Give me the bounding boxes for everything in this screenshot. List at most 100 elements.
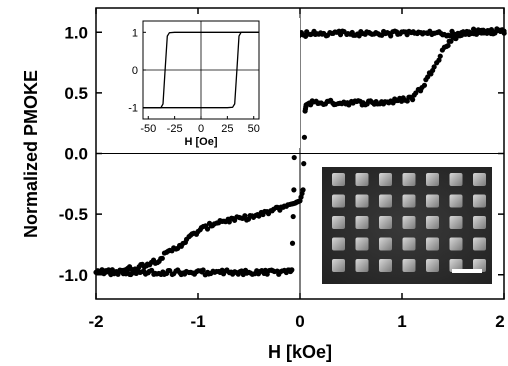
data-point-ascending: [410, 97, 416, 103]
data-point-ascending: [159, 255, 165, 261]
sem-dot: [426, 173, 439, 186]
sem-dot: [332, 173, 345, 186]
data-point-ascending: [301, 134, 308, 140]
sem-dot: [449, 237, 463, 251]
sem-dot: [355, 237, 369, 251]
data-point-descending: [127, 271, 133, 277]
y-tick-label: -1.0: [59, 266, 88, 285]
inset-y-tick-label: 0: [132, 65, 138, 77]
data-point-ascending: [204, 226, 211, 232]
sem-dot: [332, 237, 345, 251]
sem-dot: [449, 173, 463, 186]
sem-dot: [426, 237, 439, 251]
x-axis-title: H [kOe]: [268, 342, 332, 362]
x-tick-label: -2: [88, 312, 103, 331]
y-tick-label: 0.0: [64, 145, 88, 164]
data-point-ascending: [448, 38, 454, 44]
sem-dot: [355, 216, 369, 229]
sem-dot: [355, 194, 369, 208]
data-point-ascending: [404, 98, 410, 104]
main-tick-labels: -2 -1 0 1 2 1.0 0.5 0.0 -0.5 -1.0: [59, 23, 505, 331]
data-point-descending: [291, 154, 297, 161]
sem-dot: [449, 194, 463, 208]
sem-dot: [332, 216, 345, 229]
inset-y-tick-label: 1: [132, 27, 138, 39]
data-point-descending: [390, 29, 396, 35]
sem-dot: [379, 259, 392, 272]
y-tick-label: 0.5: [64, 84, 88, 103]
inset-chart: -50 -25 0 25 50 1 0 -1 H [Oe]: [114, 18, 300, 148]
sem-micrograph: [322, 167, 492, 284]
data-point-descending: [289, 240, 296, 246]
sem-dot: [402, 216, 416, 229]
scale-bar: [452, 269, 482, 273]
sem-dot: [426, 216, 439, 229]
y-axis-title: Normalized PMOKE: [21, 70, 41, 238]
data-point-descending: [151, 271, 157, 277]
sem-dot: [473, 173, 486, 186]
sem-dot: [379, 216, 392, 229]
y-tick-label: -0.5: [59, 205, 88, 224]
sem-dot: [332, 259, 345, 272]
data-point-descending: [290, 213, 296, 220]
data-point-ascending: [468, 30, 474, 37]
data-point-ascending: [242, 213, 248, 219]
x-tick-label: 1: [397, 312, 406, 331]
sem-dot: [473, 194, 486, 208]
inset-tick-labels: -50 -25 0 25 50 1 0 -1: [128, 27, 260, 135]
data-point-ascending: [491, 30, 498, 36]
inset-x-tick-label: -50: [140, 123, 156, 135]
sem-dot: [449, 216, 463, 229]
inset-x-tick-label: 50: [248, 123, 260, 135]
sem-dot: [426, 194, 439, 208]
data-point-ascending: [109, 267, 115, 273]
sem-dot: [473, 259, 486, 272]
inset-line-descending: [143, 31, 259, 109]
data-point-descending: [169, 271, 175, 278]
inset-x-tick-label: 25: [221, 123, 233, 135]
data-point-ascending: [436, 57, 442, 63]
y-tick-label: 1.0: [64, 23, 88, 42]
data-point-ascending: [301, 161, 307, 167]
sem-dot: [379, 237, 392, 251]
inset-loop-lines: [143, 31, 259, 109]
sem-dot: [402, 194, 416, 208]
sem-dot: [379, 194, 392, 208]
inset-reference-lines: [143, 21, 259, 119]
sem-dot: [473, 216, 486, 229]
inset-y-tick-label: -1: [128, 103, 138, 115]
inset-x-tick-label: 0: [198, 123, 204, 135]
data-point-descending: [291, 187, 297, 193]
sem-dot: [402, 259, 416, 272]
sem-dot: [473, 237, 486, 251]
data-point-descending: [242, 267, 249, 273]
inset-line-ascending: [143, 31, 259, 109]
data-point-ascending: [425, 74, 431, 80]
sem-dot-array: [332, 173, 486, 272]
sem-dot: [402, 237, 416, 251]
sem-dot: [355, 259, 369, 272]
data-point-ascending: [445, 42, 451, 49]
sem-dot: [355, 173, 369, 186]
inset-x-axis-title: H [Oe]: [185, 136, 218, 148]
data-point-ascending: [431, 64, 437, 70]
x-tick-label: -1: [190, 312, 205, 331]
data-point-ascending: [437, 53, 443, 59]
data-point-ascending: [453, 35, 459, 42]
data-point-ascending: [300, 187, 306, 193]
sem-dot: [426, 259, 439, 272]
inset-tick-marks: [143, 31, 255, 119]
data-point-descending: [449, 28, 455, 34]
x-tick-label: 2: [495, 312, 504, 331]
main-data-points: [93, 26, 507, 278]
sem-dot: [379, 173, 392, 186]
sem-dot: [332, 194, 345, 208]
data-point-ascending: [501, 28, 507, 34]
data-point-descending: [304, 29, 310, 35]
sem-dot: [449, 259, 463, 272]
data-point-ascending: [421, 82, 428, 88]
x-tick-label: 0: [295, 312, 304, 331]
sem-dot: [402, 173, 416, 186]
inset-x-tick-label: -25: [167, 123, 183, 135]
